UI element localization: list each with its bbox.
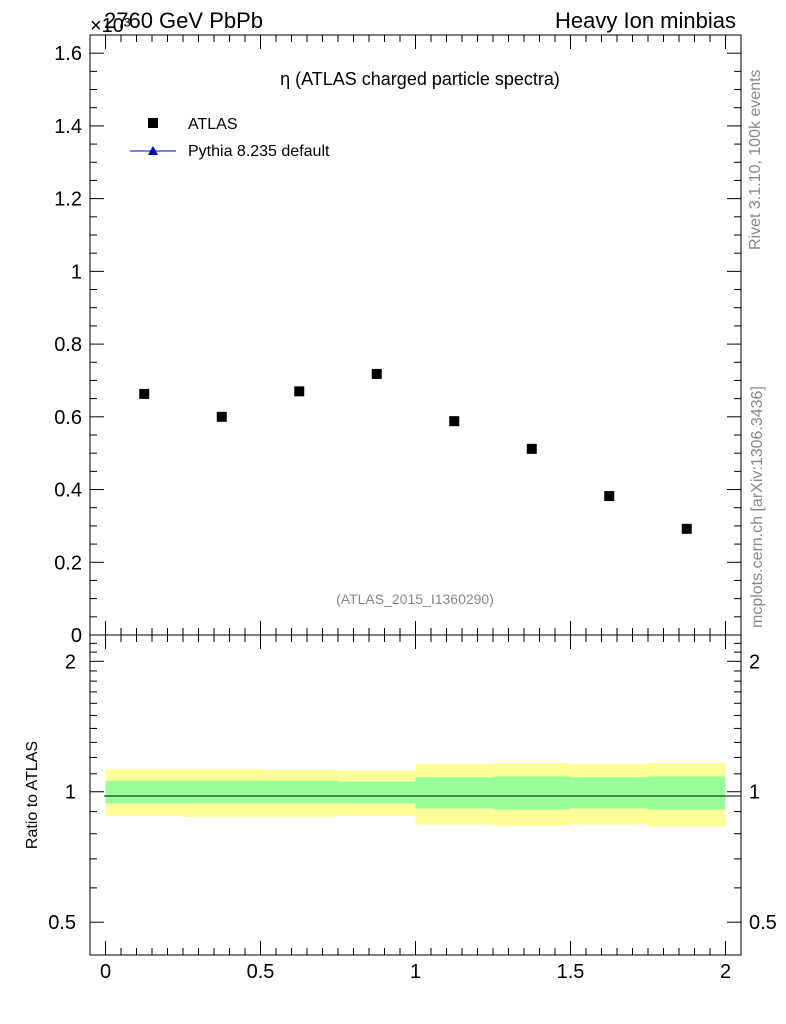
atlas-data-point: [526, 443, 537, 454]
atlas-data-point: [371, 368, 382, 379]
ratio-x-tick-label: 2: [720, 961, 731, 983]
main-y-tick-label: 1.4: [54, 116, 82, 138]
uncertainty-bands: [105, 763, 726, 827]
main-y-tick-label: 0.4: [54, 480, 82, 502]
ratio-x-tick-label: 0: [100, 961, 111, 983]
ratio-y-tick-label: 2: [65, 651, 76, 673]
mcplots-label: mcplots.cern.ch [arXiv:1306.3436]: [749, 386, 766, 628]
main-y-tick-label: 0: [71, 625, 82, 647]
analysis-watermark: (ATLAS_2015_I1360290): [336, 591, 494, 607]
ratio-ylabel: Ratio to ATLAS: [24, 741, 41, 849]
inner-uncertainty-band: [260, 780, 338, 804]
ratio-y-tick-label: 0.5: [48, 912, 76, 934]
exponent-label: ×10³: [90, 15, 131, 37]
main-panel: 0 0.2 0.4 0.6 0.8 1 1.2 1.4 1.6 η (ATLAS charged…: [54, 34, 742, 647]
inner-uncertainty-band: [338, 781, 416, 804]
inner-uncertainty-band: [415, 777, 493, 809]
ratio-axis-ticks: [90, 635, 741, 955]
collision-label: 2760 GeV PbPb: [104, 8, 263, 33]
ratio-y-tick-label-right: 2: [749, 651, 760, 673]
ratio-y-tick-label-right: 1: [749, 782, 760, 804]
process-label: Heavy Ion minbias: [555, 8, 736, 33]
inner-uncertainty-band: [570, 777, 648, 809]
atlas-data-point: [681, 523, 692, 534]
ratio-x-tick-label: 1.5: [557, 961, 585, 983]
ratio-x-tick-labels: 0 0.5 1 1.5 2: [100, 961, 731, 983]
legend: ATLAS Pythia 8.235 default: [130, 116, 330, 160]
ratio-y-tick-labels: 0.5 0.5 1 1 2 2: [48, 651, 777, 934]
atlas-data-point: [216, 411, 227, 422]
main-y-tick-label: 1.2: [54, 189, 82, 211]
main-axis-ticks: [90, 34, 741, 636]
atlas-data-point: [139, 388, 150, 399]
ratio-panel: 0.5 0.5 1 1 2 2 0 0.5 1 1.5 2 Ratio to ATLAS: [24, 634, 777, 983]
legend-atlas-label: ATLAS: [188, 116, 238, 133]
legend-pythia-marker: [148, 146, 158, 155]
ratio-y-tick-label-right: 0.5: [749, 912, 777, 934]
ratio-x-tick-label: 0.5: [247, 961, 275, 983]
inner-uncertainty-band: [648, 776, 726, 810]
main-y-tick-label: 1.6: [54, 43, 82, 65]
inner-uncertainty-band: [493, 776, 571, 810]
atlas-data-points: [139, 368, 692, 534]
ratio-frame: [89, 634, 742, 956]
main-y-tick-label: 0.2: [54, 552, 82, 574]
ratio-y-tick-label: 1: [65, 782, 76, 804]
inner-uncertainty-band: [183, 780, 261, 804]
inner-uncertainty-band: [105, 780, 183, 804]
legend-pythia-label: Pythia 8.235 default: [188, 143, 330, 160]
ratio-x-tick-label: 1: [410, 961, 421, 983]
atlas-data-point: [294, 386, 305, 397]
main-y-tick-label: 1: [71, 261, 82, 283]
atlas-data-point: [449, 416, 460, 427]
main-y-tick-labels: 0 0.2 0.4 0.6 0.8 1 1.2 1.4 1.6: [54, 43, 82, 647]
legend-atlas-marker: [148, 118, 158, 128]
plot-title: η (ATLAS charged particle spectra): [280, 69, 560, 89]
main-y-tick-label: 0.8: [54, 334, 82, 356]
main-y-tick-label: 0.6: [54, 407, 82, 429]
atlas-data-point: [604, 491, 615, 502]
rivet-label: Rivet 3.1.10, 100k events: [747, 69, 764, 250]
